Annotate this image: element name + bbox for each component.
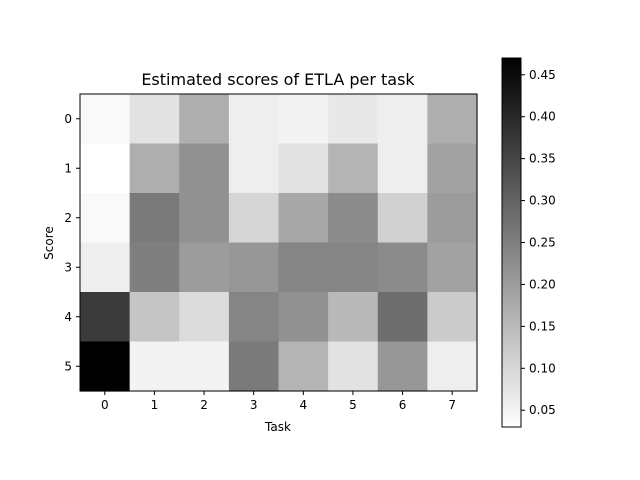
- heatmap-cell: [179, 242, 230, 293]
- y-axis-ticks: 0 1 2 3 4 5: [64, 112, 80, 373]
- heatmap-cell: [427, 193, 478, 244]
- heatmap-cell: [80, 292, 131, 343]
- heatmap-cell: [179, 143, 230, 194]
- heatmap-cell: [278, 292, 329, 343]
- heatmap-cell: [228, 94, 280, 145]
- heatmap-cell: [179, 94, 230, 145]
- x-tick-label: 0: [101, 398, 109, 412]
- heatmap-cell: [179, 292, 230, 343]
- chart-title: Estimated scores of ETLA per task: [141, 70, 415, 89]
- heatmap-cell: [80, 193, 131, 244]
- y-tick-label: 0: [64, 112, 72, 126]
- heatmap-cell: [228, 193, 280, 244]
- heatmap-cell: [228, 242, 280, 293]
- x-tick-label: 5: [349, 398, 357, 412]
- x-tick-label: 4: [299, 398, 307, 412]
- heatmap-cell: [80, 242, 131, 293]
- heatmap-cell: [80, 94, 131, 145]
- colorbar-ticks: 0.05 0.10 0.15 0.20 0.25 0.30 0.35 0.40 0.45: [521, 68, 556, 417]
- heatmap-cell: [179, 341, 230, 392]
- colorbar-tick-label: 0.45: [529, 68, 556, 82]
- heatmap-cell: [328, 341, 379, 392]
- heatmap-cell: [377, 292, 428, 343]
- heatmap-cell: [377, 143, 428, 194]
- heatmap-cell: [228, 341, 280, 392]
- heatmap-cell: [278, 94, 329, 145]
- heatmap-cells: [80, 94, 478, 392]
- colorbar-tick-label: 0.35: [529, 152, 556, 166]
- heatmap-cell: [328, 292, 379, 343]
- y-axis-label: Score: [42, 226, 56, 260]
- heatmap-cell: [427, 94, 478, 145]
- y-tick-label: 4: [64, 310, 72, 324]
- y-tick-label: 1: [64, 161, 72, 175]
- plot-frame: [79, 93, 478, 392]
- heatmap-cell: [129, 193, 180, 244]
- y-tick-label: 2: [64, 211, 72, 225]
- colorbar: [501, 57, 522, 428]
- x-tick-label: 1: [151, 398, 159, 412]
- x-tick-label: 2: [200, 398, 208, 412]
- y-tick-label: 5: [64, 359, 72, 373]
- heatmap-cell: [377, 94, 428, 145]
- colorbar-tick-label: 0.05: [529, 403, 556, 417]
- colorbar-tick-label: 0.30: [529, 194, 556, 208]
- heatmap-cell: [328, 242, 379, 293]
- heatmap-cell: [129, 143, 180, 194]
- heatmap-cell: [278, 143, 329, 194]
- heatmap-cell: [129, 292, 180, 343]
- x-axis-label: Task: [264, 420, 291, 434]
- heatmap-cell: [377, 193, 428, 244]
- colorbar-tick-label: 0.10: [529, 361, 556, 375]
- colorbar-tick-label: 0.20: [529, 277, 556, 291]
- heatmap-cell: [179, 193, 230, 244]
- x-axis-ticks: 0 1 2 3 4 5 6 7: [101, 391, 456, 412]
- heatmap-cell: [129, 341, 180, 392]
- heatmap-cell: [377, 242, 428, 293]
- heatmap-cell: [228, 143, 280, 194]
- heatmap-cell: [328, 94, 379, 145]
- heatmap-cell: [427, 143, 478, 194]
- heatmap-cell: [80, 341, 131, 392]
- heatmap-cell: [129, 94, 180, 145]
- colorbar-tick-label: 0.40: [529, 110, 556, 124]
- heatmap-cell: [129, 242, 180, 293]
- heatmap-cell: [80, 143, 131, 194]
- colorbar-tick-label: 0.25: [529, 236, 556, 250]
- y-tick-label: 3: [64, 260, 72, 274]
- x-tick-label: 7: [448, 398, 456, 412]
- heatmap-cell: [278, 193, 329, 244]
- x-tick-label: 3: [250, 398, 258, 412]
- heatmap-cell: [427, 242, 478, 293]
- heatmap-cell: [228, 292, 280, 343]
- heatmap-cell: [278, 242, 329, 293]
- heatmap-cell: [328, 143, 379, 194]
- heatmap-cell: [328, 193, 379, 244]
- heatmap-cell: [377, 341, 428, 392]
- heatmap-cell: [427, 341, 478, 392]
- heatmap-cell: [427, 292, 478, 343]
- colorbar-tick-label: 0.15: [529, 319, 556, 333]
- heatmap-cell: [278, 341, 329, 392]
- x-tick-label: 6: [399, 398, 407, 412]
